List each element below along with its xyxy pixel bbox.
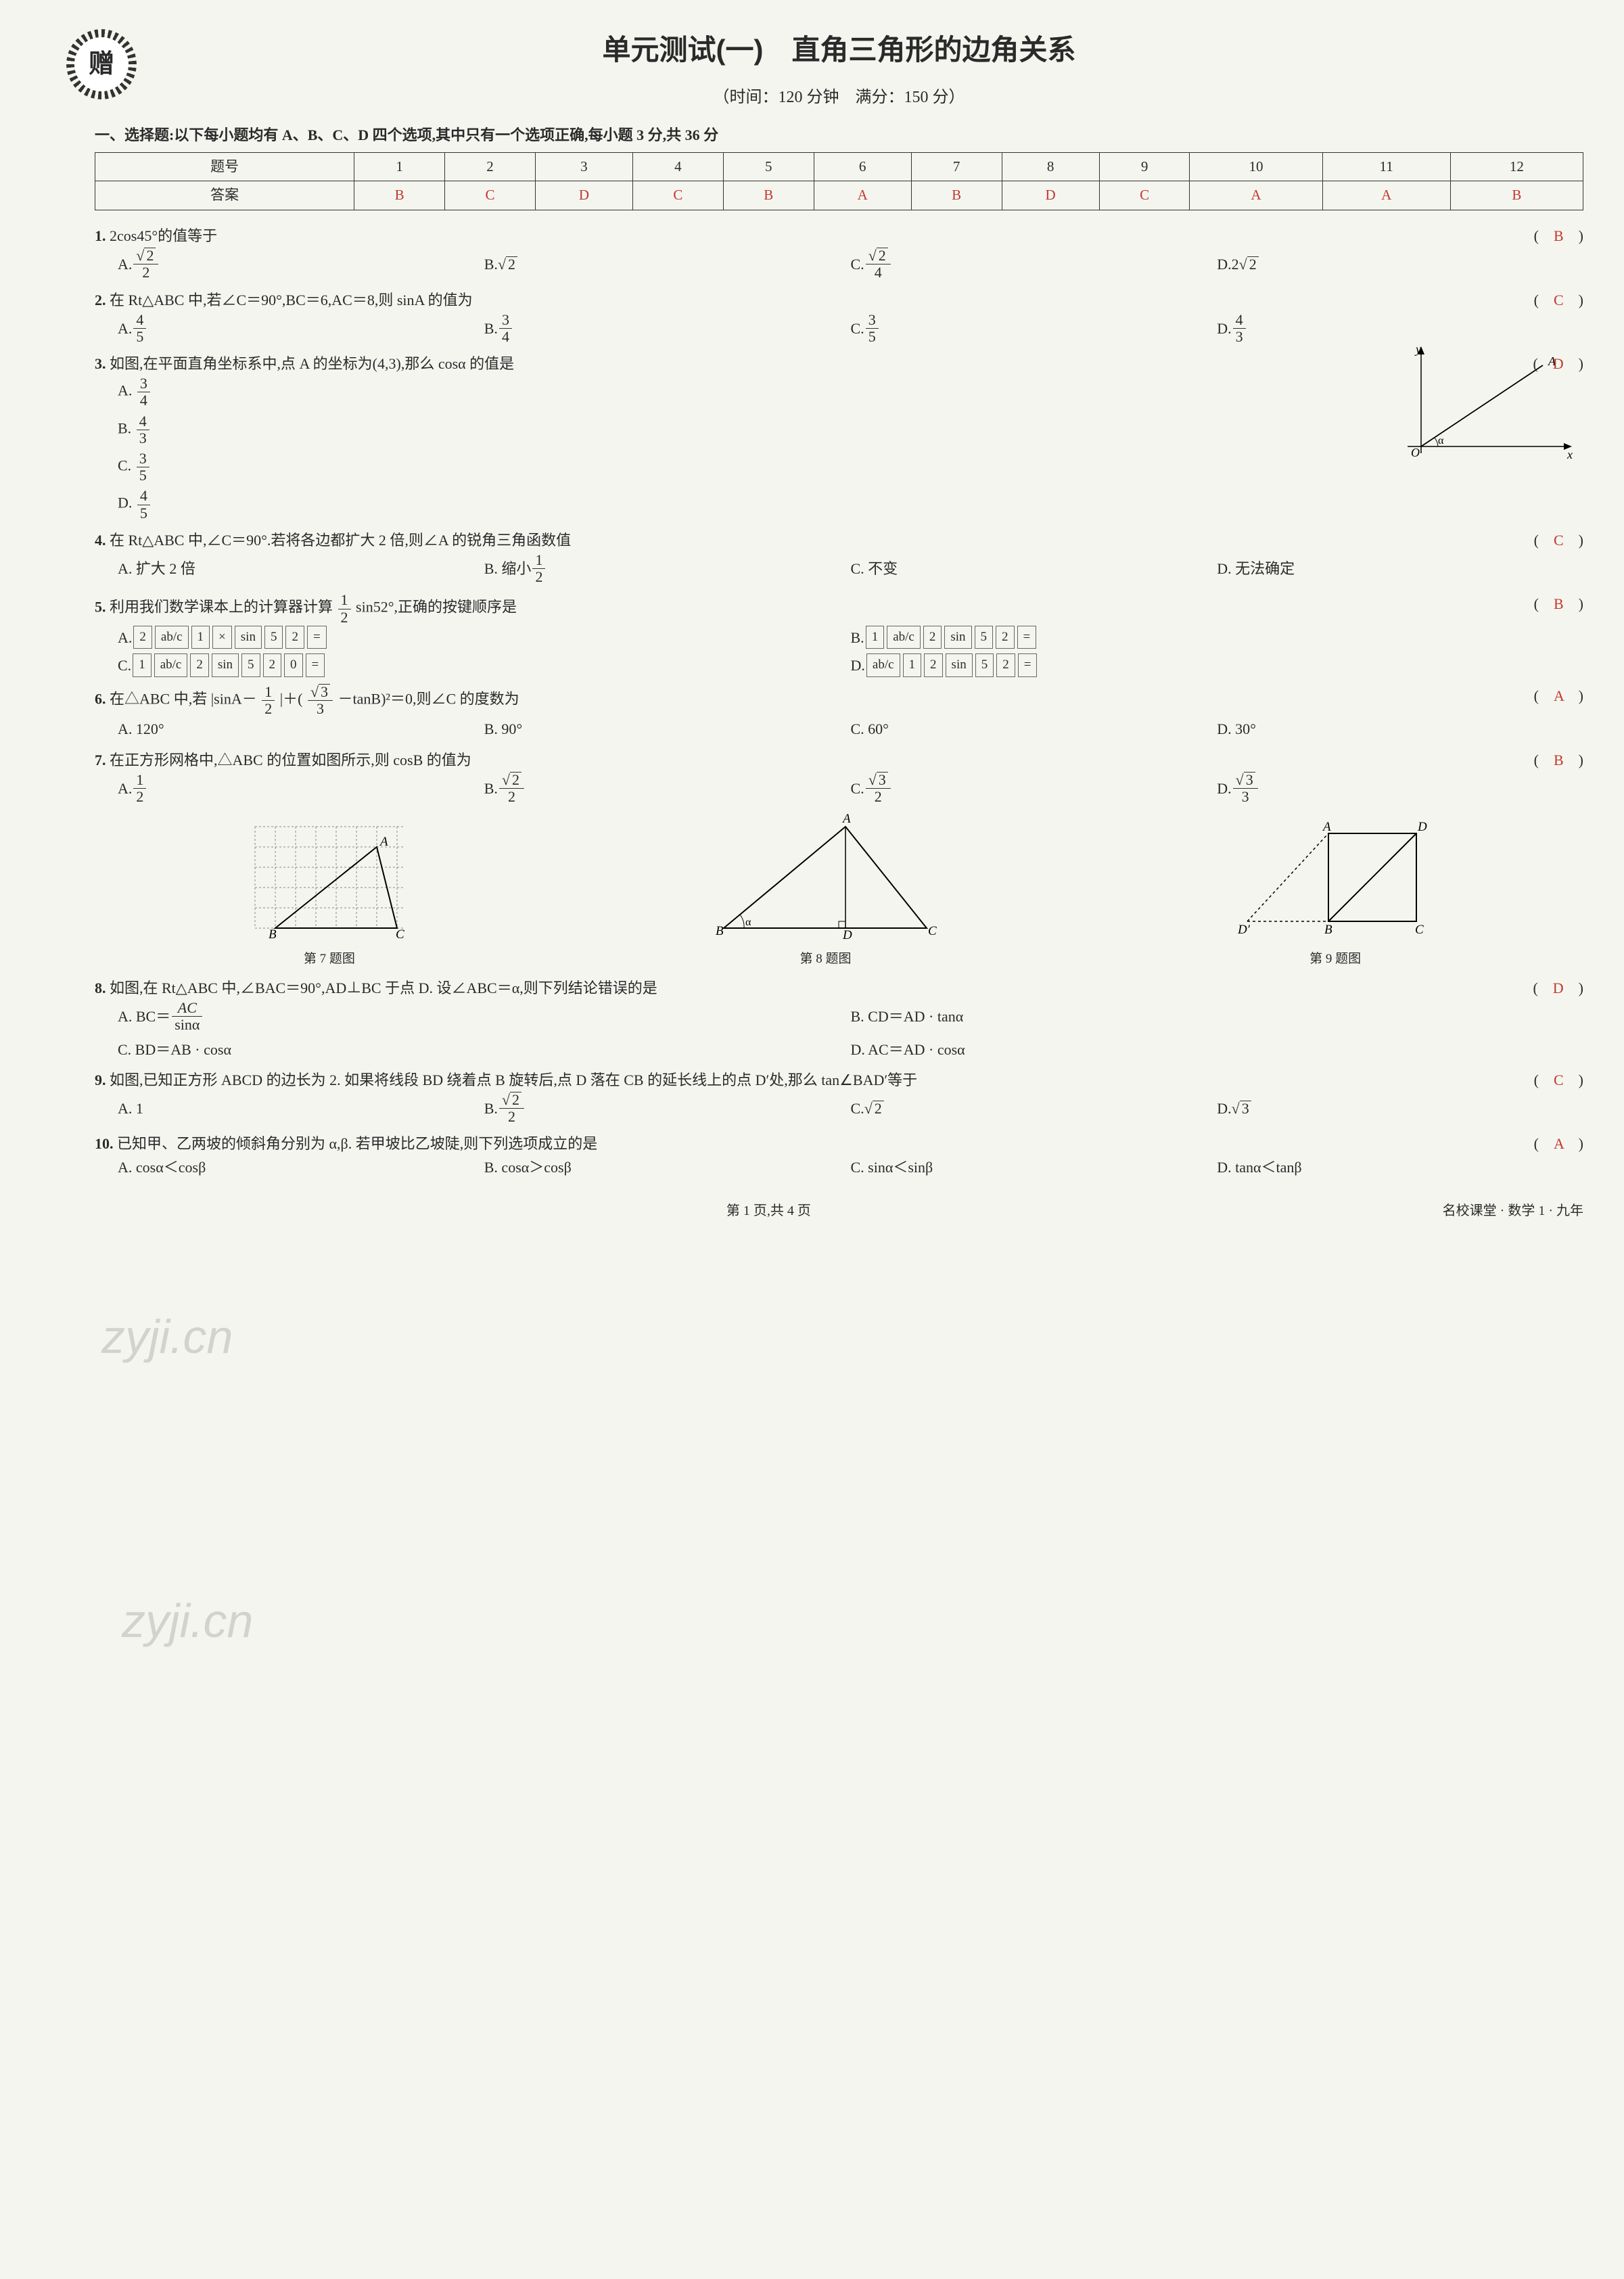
svg-text:C: C xyxy=(396,927,404,942)
q1-answer: ( B ) xyxy=(1534,224,1583,248)
question-6: 6. 在△ABC 中,若 |sinA－ 12 |＋( 33 －tanB)²＝0,… xyxy=(95,684,1583,741)
svg-text:y: y xyxy=(1414,345,1421,356)
svg-text:α: α xyxy=(1438,435,1444,446)
svg-text:D: D xyxy=(1417,820,1427,834)
q1-opt-b: B. 2 xyxy=(484,248,851,281)
figure-row-7-8-9: B A C 第 7 题图 α B A D C 第 8 题图 A D B C xyxy=(95,813,1583,969)
svg-text:x: x xyxy=(1567,448,1573,461)
svg-text:O: O xyxy=(1411,446,1420,459)
q8-answer: ( D ) xyxy=(1533,976,1583,1000)
question-3: 3. 如图,在平面直角坐标系中,点 A 的坐标为(4,3),那么 cosα 的值… xyxy=(95,352,1583,522)
svg-text:B: B xyxy=(1324,923,1332,937)
q6-opt-d: D. 30° xyxy=(1217,717,1583,741)
q4-opt-c: C. 不变 xyxy=(851,552,1217,585)
q7-answer: ( B ) xyxy=(1534,748,1583,772)
svg-text:D: D xyxy=(842,928,852,942)
q6-opt-b: B. 90° xyxy=(484,717,851,741)
q10-opt-b: B. cosα＞cosβ xyxy=(484,1155,851,1179)
svg-text:α: α xyxy=(745,917,751,928)
ans-row-label: 答案 xyxy=(95,181,354,210)
q1-opt-a: A. 22 xyxy=(118,248,484,281)
question-7: 7. 在正方形网格中,△ABC 的位置如图所示,则 cosB 的值为 ( B )… xyxy=(95,748,1583,806)
question-8: 8. 如图,在 Rt△ABC 中,∠BAC＝90°,AD⊥BC 于点 D. 设∠… xyxy=(95,976,1583,1061)
question-9: 9. 如图,已知正方形 ABCD 的边长为 2. 如果将线段 BD 绕着点 B … xyxy=(95,1068,1583,1126)
q4-opt-a: A. 扩大 2 倍 xyxy=(118,552,484,585)
q9-opt-d: D. 3 xyxy=(1217,1092,1583,1125)
q8-opt-d: D. AC＝AD · cosα xyxy=(851,1038,1584,1061)
page-footer: 第 1 页,共 4 页 名校课堂 · 数学 1 · 九年 xyxy=(95,1200,1583,1222)
figure-7: B A C 第 7 题图 xyxy=(241,813,417,969)
q1-opt-c: C. 24 xyxy=(851,248,1217,281)
q5-opt-a: A. 2 ab/c 1 × sin 5 2 = xyxy=(118,626,851,649)
watermark-2: zyji.cn xyxy=(122,1583,253,1659)
svg-text:B: B xyxy=(269,927,277,942)
q5-opt-c: C. 1 ab/c 2 sin 5 2 0 = xyxy=(118,653,851,677)
q8-opt-b: B. CD＝AD · tanα xyxy=(851,1000,1584,1033)
answer-table-head-row: 题号 1 2 3 4 5 6 7 8 9 10 11 12 xyxy=(95,152,1583,181)
q4-answer: ( C ) xyxy=(1534,528,1583,552)
q5-answer: ( B ) xyxy=(1534,592,1583,616)
q9-answer: ( C ) xyxy=(1534,1068,1583,1092)
watermark-1: zyji.cn xyxy=(101,1299,233,1375)
svg-text:D′: D′ xyxy=(1237,923,1251,937)
footer-right: 名校课堂 · 数学 1 · 九年 xyxy=(1443,1200,1583,1222)
q4-opt-d: D. 无法确定 xyxy=(1217,552,1583,585)
q5-opt-b: B. 1 ab/c 2 sin 5 2 = xyxy=(851,626,1584,649)
q9-opt-a: A. 1 xyxy=(118,1092,484,1125)
q8-opt-a: A. BC＝ ACsinα xyxy=(118,1000,851,1033)
svg-text:A: A xyxy=(379,835,388,849)
q2-answer: ( C ) xyxy=(1534,288,1583,312)
q3-opt-a: A. 34 xyxy=(118,375,1387,409)
page-subtitle: （时间：120 分钟 满分：150 分） xyxy=(95,85,1583,110)
footer-page: 第 1 页,共 4 页 xyxy=(726,1200,811,1222)
question-1: 1. 2cos45°的值等于 ( B ) A. 22 B. 2 C. 24 D.… xyxy=(95,224,1583,281)
q1-num: 1. xyxy=(95,227,106,244)
answer-table-answer-row: 答案 B C D C B A B D C A A B xyxy=(95,181,1583,210)
question-4: 4. 在 Rt△ABC 中,∠C＝90°.若将各边都扩大 2 倍,则∠A 的锐角… xyxy=(95,528,1583,586)
svg-text:B: B xyxy=(716,924,724,938)
question-10: 10. 已知甲、乙两坡的倾斜角分别为 α,β. 若甲坡比乙坡陡,则下列选项成立的… xyxy=(95,1132,1583,1179)
q7-opt-d: D. 33 xyxy=(1217,772,1583,805)
q2-opt-b: B. 34 xyxy=(484,312,851,345)
page-title: 单元测试(一) 直角三角形的边角关系 xyxy=(95,27,1583,72)
badge-text: 赠 xyxy=(89,44,114,85)
q4-opt-b: B. 缩小 12 xyxy=(484,552,851,585)
q10-opt-d: D. tanα＜tanβ xyxy=(1217,1155,1583,1179)
q3-opt-c: C. 35 xyxy=(118,451,1387,484)
question-5: 5. 利用我们数学课本上的计算器计算 12 sin52°,正确的按键顺序是 ( … xyxy=(95,592,1583,677)
q1-text: 2cos45°的值等于 xyxy=(110,227,217,244)
q3-opt-b: B. 43 xyxy=(118,413,1387,446)
q10-opt-c: C. sinα＜sinβ xyxy=(851,1155,1217,1179)
section-1-heading: 一、选择题:以下每小题均有 A、B、C、D 四个选项,其中只有一个选项正确,每小… xyxy=(95,123,1583,147)
q10-opt-a: A. cosα＜cosβ xyxy=(118,1155,484,1179)
q1-opt-d: D. 22 xyxy=(1217,248,1583,281)
q9-opt-b: B. 22 xyxy=(484,1092,851,1125)
svg-text:C: C xyxy=(1415,923,1424,937)
q2-opt-a: A. 45 xyxy=(118,312,484,345)
svg-text:C: C xyxy=(928,924,937,938)
figure-9: A D B C D′ 第 9 题图 xyxy=(1234,813,1437,969)
svg-text:A: A xyxy=(841,813,851,826)
q2-opt-c: C. 35 xyxy=(851,312,1217,345)
q3-opt-d: D. 45 xyxy=(118,488,1387,521)
q7-opt-c: C. 32 xyxy=(851,772,1217,805)
q9-opt-c: C. 2 xyxy=(851,1092,1217,1125)
q6-answer: ( A ) xyxy=(1534,684,1583,708)
q7-opt-a: A. 12 xyxy=(118,772,484,805)
q7-opt-b: B. 22 xyxy=(484,772,851,805)
answer-table: 题号 1 2 3 4 5 6 7 8 9 10 11 12 答案 B C D C… xyxy=(95,152,1583,210)
q6-opt-c: C. 60° xyxy=(851,717,1217,741)
q5-opt-d: D. ab/c 1 2 sin 5 2 = xyxy=(851,653,1584,677)
q6-opt-a: A. 120° xyxy=(118,717,484,741)
q2-opt-d: D. 43 xyxy=(1217,312,1583,345)
gift-badge: 赠 xyxy=(74,37,129,91)
ans-head-label: 题号 xyxy=(95,152,354,181)
svg-text:A: A xyxy=(1322,820,1331,834)
question-2: 2. 在 Rt△ABC 中,若∠C＝90°,BC＝6,AC＝8,则 sinA 的… xyxy=(95,288,1583,346)
figure-8: α B A D C 第 8 题图 xyxy=(710,813,940,969)
q10-answer: ( A ) xyxy=(1534,1132,1583,1155)
q3-answer: ( D ) xyxy=(1533,352,1583,375)
q8-opt-c: C. BD＝AB · cosα xyxy=(118,1038,851,1061)
